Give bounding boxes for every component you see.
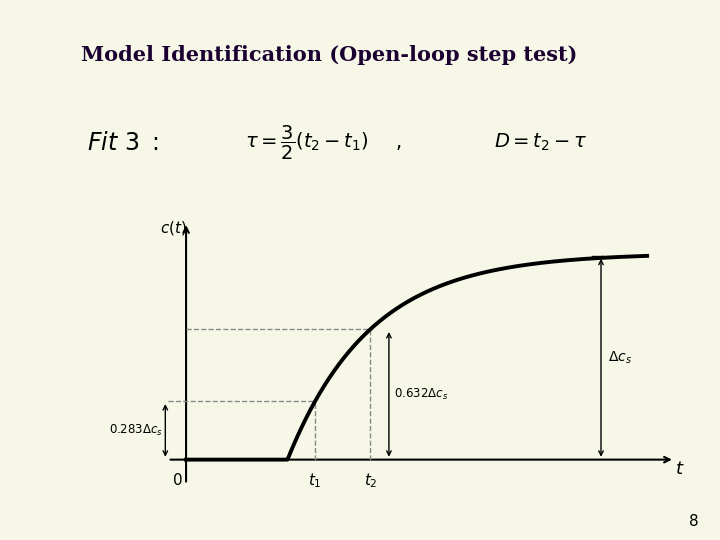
Text: Model Identification (Open-loop step test): Model Identification (Open-loop step tes… [81,45,577,65]
Text: 8: 8 [689,514,698,529]
Text: $\mathbf{\mathit{Fit\ 3\ :}}$: $\mathbf{\mathit{Fit\ 3\ :}}$ [87,131,159,155]
Text: $t_1$: $t_1$ [308,471,322,490]
Text: $D = t_2 - \tau$: $D = t_2 - \tau$ [494,132,588,153]
Text: $c(t)$: $c(t)$ [160,219,186,238]
Text: $\tau = \dfrac{3}{2}(t_2 - t_1)$: $\tau = \dfrac{3}{2}(t_2 - t_1)$ [245,124,369,162]
Text: $,$: $,$ [395,133,402,152]
Text: $0.283\Delta c_s$: $0.283\Delta c_s$ [109,423,163,438]
Text: $\Delta c_s$: $\Delta c_s$ [608,349,632,366]
Text: $0$: $0$ [171,472,182,488]
Text: $0.632\Delta c_s$: $0.632\Delta c_s$ [394,387,448,402]
Text: $t_2$: $t_2$ [364,471,377,490]
Text: $t$: $t$ [675,460,684,478]
